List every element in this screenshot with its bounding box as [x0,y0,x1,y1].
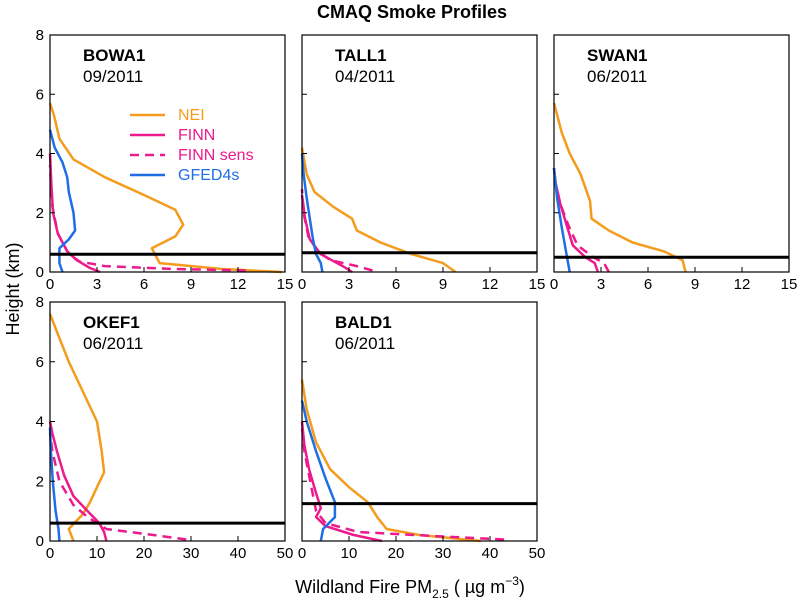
series-nei-line [300,147,457,274]
x-tick-label: 0 [550,276,558,293]
legend-label: NEI [178,107,205,124]
series-gfed4s-line [48,129,77,273]
y-tick-label: 6 [36,354,44,371]
x-tick-label: 0 [298,276,306,293]
series-finn-sens-line [48,165,246,272]
x-tick-label: 3 [93,276,101,293]
x-tick-label: 9 [691,276,699,293]
panel-site-label: BOWA1 [83,46,145,65]
panel-date-label: 06/2011 [587,67,647,86]
x-tick-label: 30 [183,545,200,562]
series-gfed4s-line [300,153,324,273]
series-gfed4s-line [48,427,61,542]
x-tick-label: 20 [388,545,405,562]
x-axis-label-main: Wildland Fire PM [295,577,432,597]
series-finn-line [300,194,353,274]
y-tick-label: 2 [36,205,44,222]
panel-site-label: BALD1 [335,313,392,332]
series-finn-sens-line [300,189,373,272]
legend-label: GFED4s [178,167,239,184]
series-nei-line [300,379,481,543]
x-tick-label: 0 [46,276,54,293]
y-tick-label: 0 [36,264,44,281]
panel-date-label: 04/2011 [335,67,395,86]
x-tick-label: 6 [392,276,400,293]
y-tick-label: 8 [36,294,44,311]
series-finn-sens-line [48,433,187,541]
y-tick-label: 4 [36,146,44,163]
x-tick-label: 10 [341,545,358,562]
y-tick-label: 0 [36,533,44,550]
panel-tall1: 0 3 6 9 12 15 TALL1 04/2011 [298,34,546,293]
x-tick-label: 12 [734,276,751,293]
panel-site-label: TALL1 [335,46,387,65]
x-tick-label: 50 [277,545,294,562]
x-tick-label: 30 [435,545,452,562]
x-tick-label: 40 [230,545,247,562]
panel-date-label: 09/2011 [83,67,143,86]
series-nei-line [48,102,282,274]
panel-bowa1: 0 3 6 9 12 15 0 2 4 6 8 BOWA1 09/2011 [36,27,294,293]
y-tick-label: 6 [36,86,44,103]
series-nei-line [552,102,687,273]
x-axis-label: Wildland Fire PM2.5 ( µg m−3) [295,574,525,601]
panel-swan1: 0 3 6 9 12 15 SWAN1 06/2011 [550,34,798,293]
x-tick-label: 10 [89,545,106,562]
x-tick-label: 15 [529,276,546,293]
panel-date-label: 06/2011 [83,334,143,353]
series-nei-line [48,313,106,542]
x-axis-label-unit: µg m [465,577,505,597]
x-tick-label: 0 [298,545,306,562]
x-tick-label: 15 [781,276,798,293]
legend: NEI FINN FINN sens GFED4s [130,107,254,184]
x-tick-label: 6 [140,276,148,293]
x-tick-label: 0 [46,545,54,562]
legend-label: FINN sens [178,147,254,164]
x-tick-label: 6 [644,276,652,293]
x-tick-label: 9 [439,276,447,293]
panel-site-label: SWAN1 [587,46,647,65]
panel-site-label: OKEF1 [83,313,140,332]
x-tick-label: 20 [136,545,153,562]
series-gfed4s-line [300,400,337,542]
x-tick-label: 3 [597,276,605,293]
x-axis-label-subscript: 2.5 [432,587,449,601]
x-axis-label-paren-close: ) [519,577,525,597]
x-axis-label-superscript: −3 [505,574,519,588]
chart-title: CMAQ Smoke Profiles [317,2,507,22]
y-axis-label: Height (km) [3,242,23,335]
x-axis-label-paren-open: ( [449,577,465,597]
x-tick-label: 40 [482,545,499,562]
x-tick-label: 3 [345,276,353,293]
series-finn-sens-line [552,168,610,273]
x-tick-label: 12 [230,276,247,293]
series-gfed4s-line [552,168,571,273]
y-tick-label: 4 [36,414,44,431]
series-finn-line [300,421,383,543]
legend-label: FINN [178,127,215,144]
panel-okef1: 0 10 20 30 40 50 0 2 4 6 8 OKEF1 06/2011 [36,294,294,562]
panel-bald1: 0 10 20 30 40 50 BALD1 06/2011 [298,301,546,562]
y-tick-label: 8 [36,27,44,44]
x-tick-label: 12 [482,276,499,293]
x-tick-label: 15 [277,276,294,293]
panel-date-label: 06/2011 [335,334,395,353]
y-tick-label: 2 [36,473,44,490]
x-tick-label: 50 [529,545,546,562]
x-tick-label: 9 [187,276,195,293]
series-finn-sens-line [300,427,505,541]
series-finn-line [48,421,108,542]
